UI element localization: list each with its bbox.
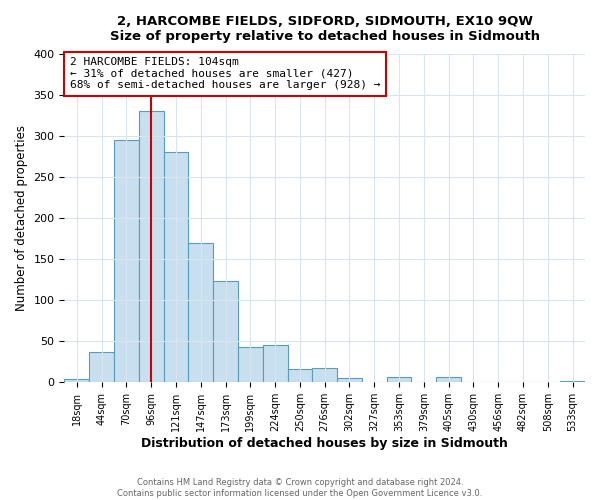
Bar	[164, 152, 188, 382]
Bar	[287, 369, 313, 382]
Bar	[114, 140, 139, 382]
Bar	[188, 243, 213, 382]
Bar	[263, 344, 287, 383]
Bar	[89, 352, 114, 382]
Bar	[139, 112, 164, 382]
Bar	[238, 347, 263, 382]
X-axis label: Distribution of detached houses by size in Sidmouth: Distribution of detached houses by size …	[141, 437, 508, 450]
Bar	[337, 378, 362, 382]
Bar	[213, 282, 238, 382]
Bar	[64, 379, 89, 382]
Y-axis label: Number of detached properties: Number of detached properties	[15, 125, 28, 311]
Text: Contains HM Land Registry data © Crown copyright and database right 2024.
Contai: Contains HM Land Registry data © Crown c…	[118, 478, 482, 498]
Bar	[560, 380, 585, 382]
Text: 2 HARCOMBE FIELDS: 104sqm
← 31% of detached houses are smaller (427)
68% of semi: 2 HARCOMBE FIELDS: 104sqm ← 31% of detac…	[70, 57, 380, 90]
Bar	[386, 376, 412, 382]
Bar	[313, 368, 337, 382]
Bar	[436, 378, 461, 382]
Title: 2, HARCOMBE FIELDS, SIDFORD, SIDMOUTH, EX10 9QW
Size of property relative to det: 2, HARCOMBE FIELDS, SIDFORD, SIDMOUTH, E…	[110, 15, 540, 43]
